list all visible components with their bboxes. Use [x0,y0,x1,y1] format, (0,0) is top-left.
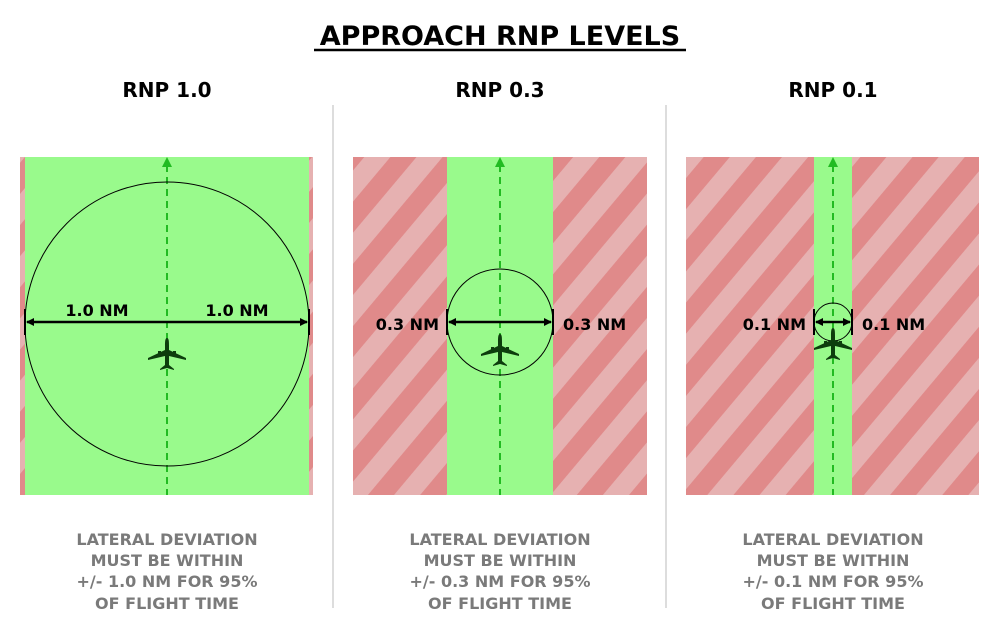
track-arrow-icon [495,157,505,167]
caption-line: MUST BE WITHIN [757,551,910,570]
diagram-title: APPROACH RNP LEVELS [320,21,680,52]
caption-line: MUST BE WITHIN [91,551,244,570]
caption-line: +/- 0.1 NM FOR 95% [743,572,924,591]
caption-line: OF FLIGHT TIME [761,594,905,613]
right-deviation-label: 1.0 NM [205,301,268,320]
caption-line: LATERAL DEVIATION [76,530,257,549]
caption-line: +/- 0.3 NM FOR 95% [410,572,591,591]
caption-line: LATERAL DEVIATION [409,530,590,549]
panel-heading: RNP 0.1 [788,78,877,102]
rnp-panel: RNP 1.0 1.0 NM 1.0 NM LATERAL DEVIATION MUST… [20,78,313,613]
caption-line: OF FLIGHT TIME [428,594,572,613]
caption-line: OF FLIGHT TIME [95,594,239,613]
left-deviation-label: 1.0 NM [65,301,128,320]
caption-line: +/- 1.0 NM FOR 95% [77,572,258,591]
left-deviation-label: 0.1 NM [743,315,806,334]
panel-heading: RNP 0.3 [455,78,544,102]
rnp-panel: RNP 0.3 0.3 NM 0.3 NM LATERAL DEVIATION MUST… [353,78,647,613]
right-deviation-label: 0.1 NM [862,315,925,334]
track-arrow-icon [162,157,172,167]
right-deviation-label: 0.3 NM [563,315,626,334]
caption-line: LATERAL DEVIATION [742,530,923,549]
track-arrow-icon [828,157,838,167]
rnp-panel: RNP 0.1 0.1 NM 0.1 NM LATERAL DEVIATION MUST… [686,78,979,613]
left-deviation-label: 0.3 NM [376,315,439,334]
panel-heading: RNP 1.0 [122,78,211,102]
caption-line: MUST BE WITHIN [424,551,577,570]
